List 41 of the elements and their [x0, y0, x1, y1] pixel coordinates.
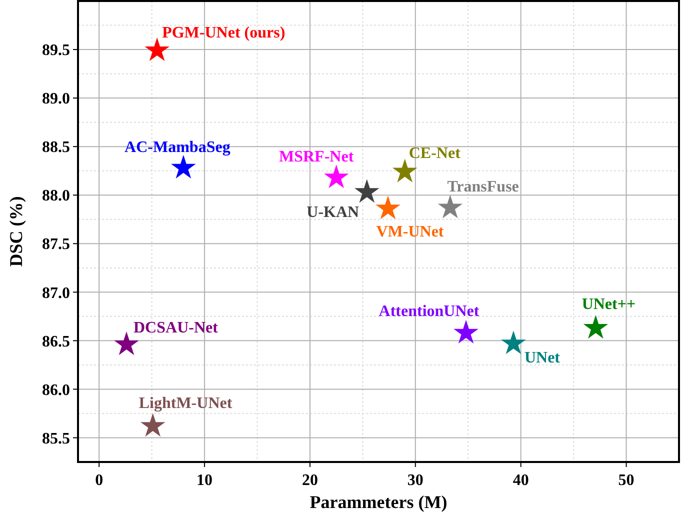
series-label: TransFuse [447, 178, 519, 196]
x-tick-label: 10 [196, 472, 213, 489]
point [144, 37, 170, 62]
point [114, 332, 139, 356]
point [583, 315, 608, 339]
point [454, 320, 478, 344]
series-label: AttentionUNet [378, 302, 480, 320]
point [324, 164, 349, 188]
series-label: DCSAU-Net [134, 320, 219, 337]
y-tick-label: 89.0 [42, 90, 70, 108]
point [354, 179, 380, 203]
x-tick-label: 50 [618, 472, 634, 489]
y-tick-label: 87.5 [42, 236, 70, 254]
series-label: AC-MambaSeg [124, 138, 230, 156]
y-axis-title: DSC (%) [6, 196, 26, 267]
point [376, 196, 400, 220]
x-tick-label: 40 [512, 472, 529, 489]
series-label: PGM-UNet (ours) [162, 24, 286, 42]
y-tick-label: 88.0 [42, 188, 70, 205]
y-tick-label: 87.0 [42, 284, 70, 302]
series-label: U-KAN [306, 204, 360, 222]
point [438, 194, 463, 218]
point [171, 154, 196, 178]
series-label: UNet++ [582, 296, 636, 314]
point [501, 330, 526, 354]
series-label: VM-UNet [376, 224, 444, 241]
point [392, 158, 418, 182]
y-tick-label: 86.0 [42, 382, 70, 399]
series-label: UNet [524, 350, 561, 367]
point [140, 413, 166, 437]
y-tick-label: 89.5 [42, 42, 70, 60]
y-tick-label: 86.5 [42, 333, 70, 350]
x-tick-label: 20 [302, 472, 318, 489]
series-label: MSRF-Net [279, 148, 354, 166]
x-axis-title: Parammeters (M) [310, 492, 448, 512]
x-tick-label: 30 [407, 472, 424, 489]
series-label: CE-Net [408, 144, 462, 162]
series-label: LightM-UNet [138, 395, 233, 412]
y-tick-label: 85.5 [42, 430, 70, 448]
y-tick-label: 88.5 [42, 139, 70, 156]
x-tick-label: 0 [95, 472, 104, 489]
